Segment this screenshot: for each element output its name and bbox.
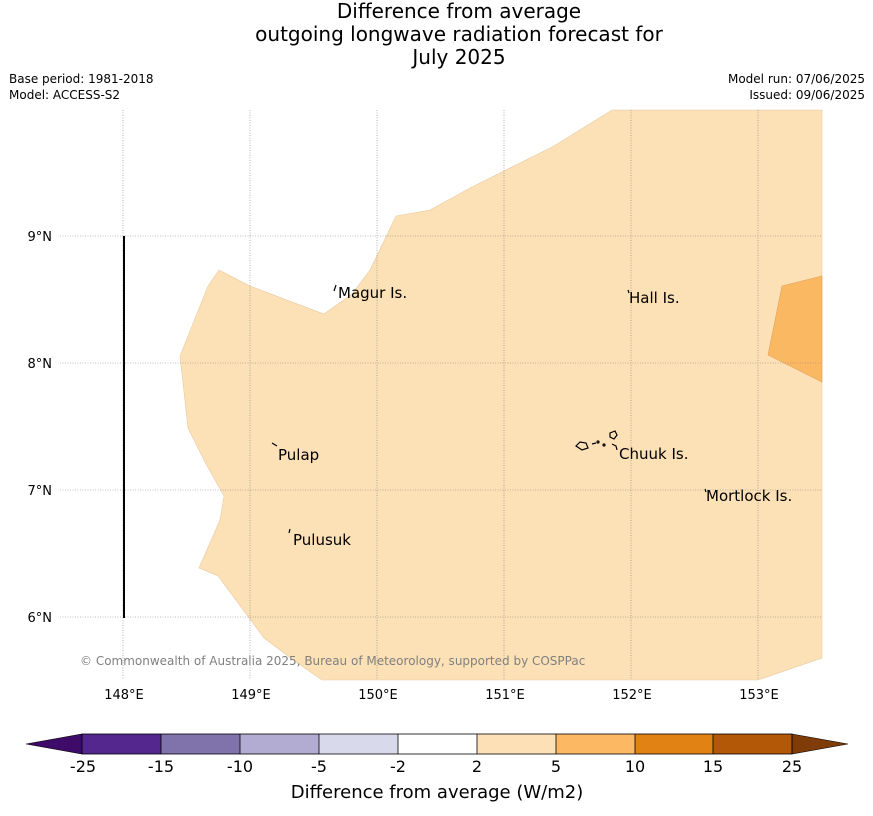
colorbar-title: Difference from average (W/m2) [291,782,583,803]
colorbar-tick-neg15: -15 [148,757,174,776]
colorbar-tick-2: 2 [472,757,482,776]
island-magur [333,284,337,292]
lon-label-150e: 150°E [358,688,398,703]
map-title: Difference from average outgoing longwav… [0,0,873,69]
copyright-notice: © Commonwealth of Australia 2025, Bureau… [80,654,585,668]
island-chuuk-2 [609,430,618,440]
title-line-1: Difference from average [336,0,582,23]
colorbar-tick-10: 10 [625,757,645,776]
title-line-2: outgoing longwave radiation forecast for [255,22,663,46]
shading-region-2-to-5 [179,109,823,681]
lon-label-148e: 148°E [104,688,144,703]
colorbar-tick-neg25: -25 [70,757,96,776]
colorbar [25,733,849,755]
colorbar-bin-3 [240,734,319,754]
island-chuuk-6 [602,443,606,447]
colorbar-tick-neg10: -10 [227,757,253,776]
lat-label-7n: 7°N [28,484,53,499]
lon-label-153e: 153°E [739,688,779,703]
colorbar-extend-low [25,733,83,755]
colorbar-bin-8 [635,734,713,754]
colorbar-bin-7 [556,734,635,754]
place-label-magur: Magur Is. [338,284,407,302]
colorbar-bin-2 [161,734,240,754]
colorbar-bin-5 [398,734,477,754]
island-pulusuk [288,528,291,534]
colorbar-extend-high [791,733,849,755]
place-label-mortlock: Mortlock Is. [706,487,792,505]
title-line-3: July 2025 [412,45,506,69]
island-outlines [271,284,707,534]
colorbar-dividers [160,734,714,754]
island-chuuk-1 [575,441,589,451]
model-name: Model: ACCESS-S2 [9,88,121,102]
place-label-chuuk: Chuuk Is. [619,445,688,463]
meta-left: Base period: 1981-2018 Model: ACCESS-S2 [9,71,154,103]
colorbar-bin-4 [319,734,398,754]
colorbar-outline [81,733,793,755]
base-period: Base period: 1981-2018 [9,72,154,86]
island-chuuk-4 [591,442,597,445]
colorbar-tick-15: 15 [703,757,723,776]
lon-label-151e: 151°E [485,688,525,703]
place-label-hall: Hall Is. [629,289,680,307]
colorbar-tick-5: 5 [551,757,561,776]
island-pulap [271,442,278,447]
lat-label-6n: 6°N [28,611,53,626]
colorbar-bin-6 [477,734,556,754]
island-chuuk-3 [611,443,618,451]
colorbar-tick-25: 25 [782,757,802,776]
meta-right: Model run: 07/06/2025 Issued: 09/06/2025 [728,71,865,103]
colorbar-bin-9 [713,734,792,754]
place-label-pulusuk: Pulusuk [293,531,351,549]
place-label-pulap: Pulap [278,446,319,464]
colorbar-tick-neg2: -2 [390,757,406,776]
island-mortlock [704,488,707,493]
issued-date: Issued: 09/06/2025 [749,88,865,102]
colorbar-tick-neg5: -5 [311,757,327,776]
island-hall [627,289,630,294]
shading-region-5-to-10 [767,275,823,383]
lon-label-149e: 149°E [231,688,271,703]
island-chuuk-5 [596,440,600,444]
lat-label-9n: 9°N [28,230,53,245]
model-run: Model run: 07/06/2025 [727,72,865,86]
lon-label-152e: 152°E [612,688,652,703]
colorbar-bin-1 [82,734,161,754]
lat-label-8n: 8°N [28,357,53,372]
